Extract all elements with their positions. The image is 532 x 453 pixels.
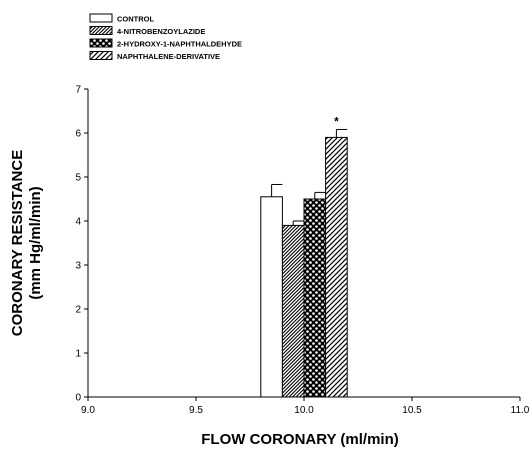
y-tick-label: 7 bbox=[75, 85, 81, 96]
legend-label-1: CONTROL bbox=[117, 15, 154, 24]
y-tick-label: 6 bbox=[75, 129, 81, 140]
x-tick-label: 10.5 bbox=[402, 405, 422, 416]
x-tick-label: 11.0 bbox=[511, 405, 530, 416]
bar-1 bbox=[260, 196, 283, 398]
y-tick-label: 0 bbox=[75, 393, 81, 404]
y-tick-label: 5 bbox=[75, 173, 81, 184]
x-tick-label: 10.0 bbox=[294, 405, 314, 416]
legend-swatch-1 bbox=[89, 13, 113, 23]
y-ticks: 0 1 2 3 4 5 6 7 bbox=[75, 85, 88, 404]
x-tick-label: 9.5 bbox=[189, 405, 203, 416]
significance-asterisk: * bbox=[334, 114, 339, 128]
x-axis-title: FLOW CORONARY (ml/min) bbox=[201, 431, 399, 448]
y-tick-label: 2 bbox=[75, 305, 81, 316]
legend-swatch-2 bbox=[89, 26, 113, 35]
y-tick-label: 1 bbox=[75, 349, 81, 360]
x-ticks: 9.0 9.5 10.0 10.5 11.0 bbox=[81, 397, 530, 416]
legend-label-3: 2-HYDROXY-1-NAPHTHALDEHYDE bbox=[117, 40, 242, 49]
legend: CONTROL 4-NITROBENZOYLAZIDE 2-HYDROXY-1-NA… bbox=[89, 13, 242, 61]
legend-label-2: 4-NITROBENZOYLAZIDE bbox=[117, 27, 205, 36]
legend-swatch-4 bbox=[89, 51, 113, 60]
bar-2 bbox=[281, 224, 305, 398]
y-axis-title-units: (mm Hg/ml/min) bbox=[27, 186, 44, 299]
y-axis-title: CORONARY RESISTANCE bbox=[9, 150, 26, 336]
bar-3 bbox=[303, 198, 327, 398]
legend-swatch-3 bbox=[89, 38, 113, 48]
bars: * bbox=[260, 114, 348, 398]
y-tick-label: 3 bbox=[75, 261, 81, 272]
x-tick-label: 9.0 bbox=[81, 405, 95, 416]
bar-4 bbox=[325, 136, 348, 398]
y-tick-label: 4 bbox=[75, 217, 81, 228]
legend-label-4: NAPHTHALENE-DERIVATIVE bbox=[117, 52, 220, 61]
